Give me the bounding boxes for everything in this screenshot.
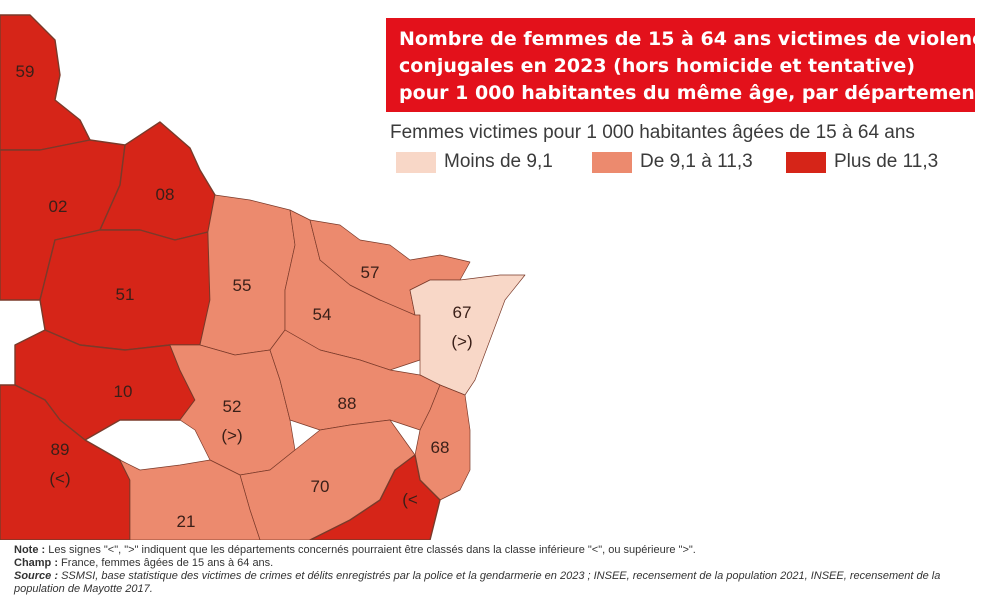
dept-label-68: 68	[431, 438, 450, 457]
legend-swatch-low	[396, 152, 436, 173]
dept-mark-52: (>)	[221, 426, 242, 445]
title-line-1: Nombre de femmes de 15 à 64 ans victimes…	[399, 28, 986, 50]
legend-label-mid: De 9,1 à 11,3	[640, 151, 753, 172]
dept-89	[0, 384, 131, 540]
dept-label-52: 52	[223, 397, 242, 416]
note-line: Note : Les signes "<", ">" indiquent que…	[14, 544, 979, 557]
dept-55	[199, 194, 296, 356]
source-line: Source : SSMSI, base statistique des vic…	[14, 570, 979, 596]
map-title-box: Nombre de femmes de 15 à 64 ans victimes…	[386, 18, 986, 112]
dept-label-55: 55	[233, 276, 252, 295]
note-label: Note :	[14, 544, 46, 556]
dept-mark-90: (<	[402, 490, 418, 509]
dept-label-88: 88	[338, 394, 357, 413]
dept-mark-67: (>)	[451, 332, 472, 351]
dept-label-10: 10	[114, 382, 133, 401]
champ-line: Champ : France, femmes âgées de 15 ans à…	[14, 557, 979, 570]
dept-mark-89: (<)	[49, 469, 70, 488]
dept-label-51: 51	[116, 285, 135, 304]
legend-title: Femmes victimes pour 1 000 habitantes âg…	[390, 122, 915, 143]
dept-label-08: 08	[156, 185, 175, 204]
note-text: Les signes "<", ">" indiquent que les dé…	[45, 544, 696, 556]
dept-label-89: 89	[51, 440, 70, 459]
dept-label-57: 57	[361, 263, 380, 282]
champ-text: France, femmes âgées de 15 ans à 64 ans.	[58, 557, 274, 569]
source-label: Source :	[14, 570, 59, 582]
department-map: 59 02 08 51 10 89 (<) 55 54 57 67 (>) 52…	[0, 14, 526, 540]
notes-section: Note : Les signes "<", ">" indiquent que…	[14, 544, 979, 596]
dept-label-21: 21	[177, 512, 196, 531]
dept-label-70: 70	[311, 477, 330, 496]
champ-label: Champ :	[14, 557, 58, 569]
legend-swatch-mid	[592, 152, 632, 173]
source-text: SSMSI, base statistique des victimes de …	[14, 570, 941, 595]
legend-label-high: Plus de 11,3	[834, 151, 939, 172]
dept-label-67: 67	[453, 303, 472, 322]
dept-67	[409, 274, 526, 396]
legend-label-low: Moins de 9,1	[444, 151, 553, 172]
dept-59	[0, 14, 91, 151]
dept-label-02: 02	[49, 197, 68, 216]
title-line-3: pour 1 000 habitantes du même âge, par d…	[399, 82, 984, 104]
legend-swatch-high	[786, 152, 826, 173]
title-line-2: conjugales en 2023 (hors homicide et ten…	[399, 55, 916, 77]
dept-90	[309, 454, 441, 540]
dept-label-54: 54	[313, 305, 332, 324]
map-area: 59 02 08 51 10 89 (<) 55 54 57 67 (>) 52…	[0, 14, 986, 540]
dept-label-59: 59	[16, 62, 35, 81]
dept-21	[119, 459, 261, 540]
